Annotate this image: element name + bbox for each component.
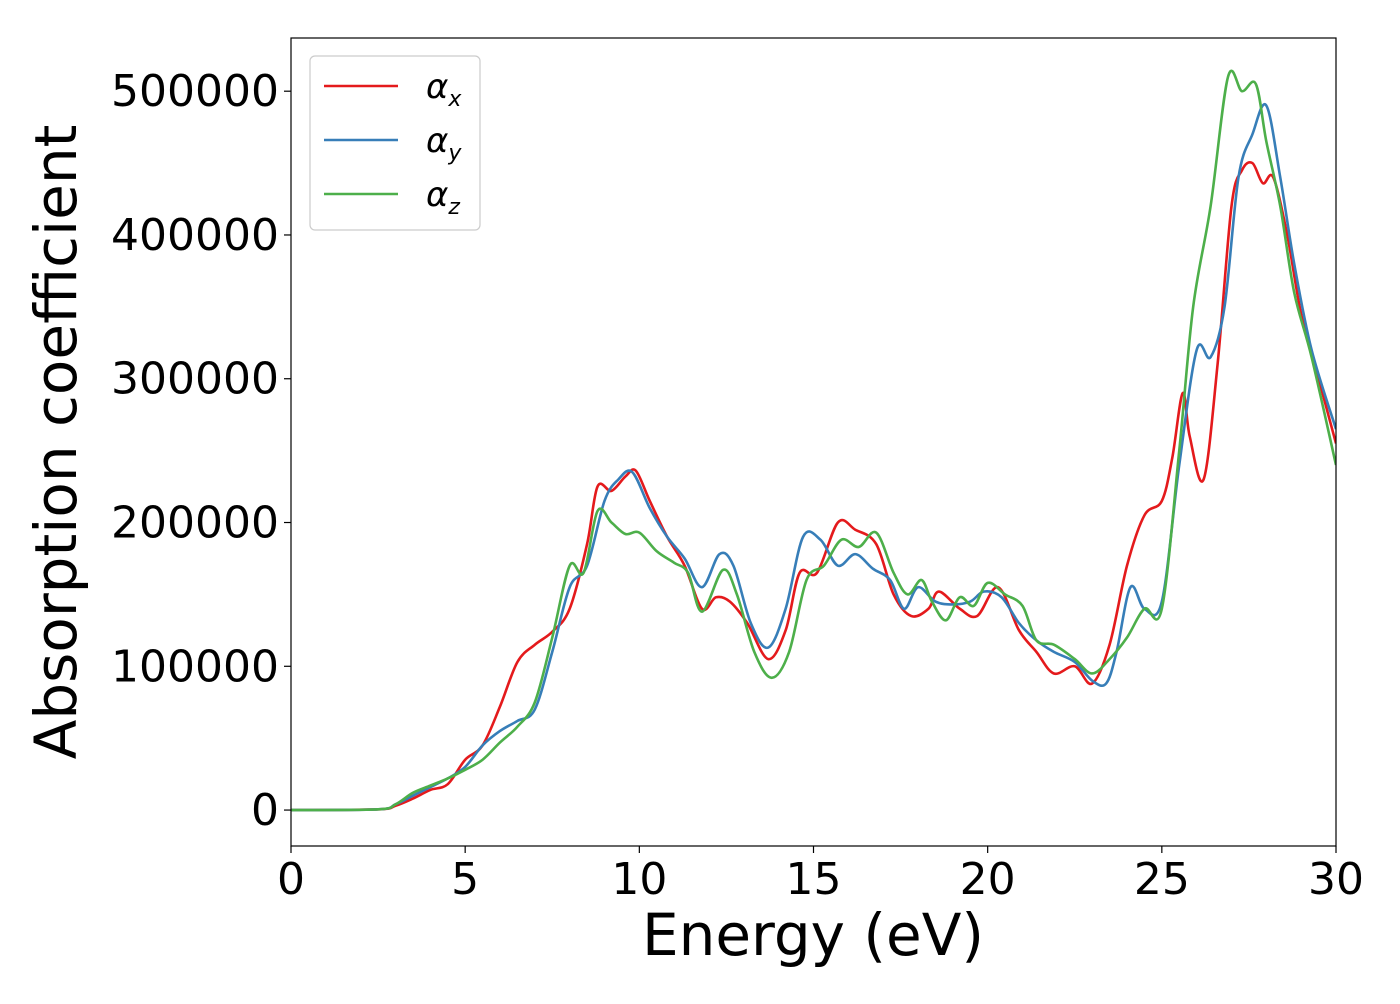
y-tick-label: 400000 (111, 210, 279, 261)
y-tick-label: 0 (251, 785, 279, 836)
legend-box (309, 55, 481, 231)
plot-layer (291, 69, 1336, 812)
series-line-alpha-z (291, 69, 1336, 812)
y-axis-ticks: 0 100000 200000 300000 400000 500000 (111, 66, 291, 836)
y-tick-label: 100000 (111, 641, 279, 692)
x-tick-label: 5 (451, 854, 479, 905)
x-tick-label: 20 (960, 854, 1016, 905)
x-tick-label: 25 (1134, 854, 1190, 905)
series-line-alpha-y (291, 102, 1336, 812)
x-tick-label: 0 (277, 854, 305, 905)
x-tick-label: 15 (786, 854, 842, 905)
x-axis-ticks: 0 5 10 15 20 25 30 (277, 846, 1364, 905)
x-tick-label: 30 (1308, 854, 1364, 905)
x-axis-label: Energy (eV) (642, 901, 984, 969)
y-tick-label: 500000 (111, 66, 279, 117)
y-tick-label: 200000 (111, 498, 279, 549)
series-line-alpha-x (291, 160, 1336, 812)
y-axis-label: Absorption coefficient (22, 125, 90, 760)
x-tick-label: 10 (611, 854, 667, 905)
y-tick-label: 300000 (111, 354, 279, 405)
